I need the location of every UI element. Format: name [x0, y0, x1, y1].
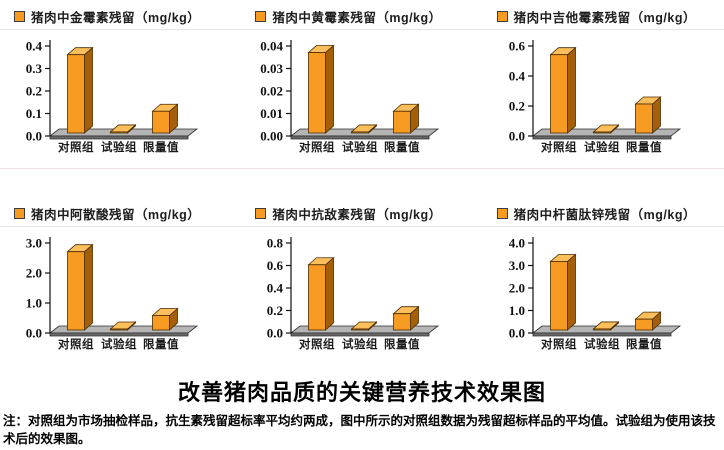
svg-text:0.04: 0.04 [261, 39, 284, 54]
svg-text:试验组: 试验组 [584, 337, 620, 351]
legend-swatch-icon [496, 11, 508, 22]
legend-chart-5: 猪肉中抗敌素残留（mg/kg） [241, 201, 482, 226]
legend-label: 猪肉中黄霉素残留（mg/kg） [272, 11, 442, 25]
svg-text:对照组: 对照组 [58, 140, 94, 154]
legend-label: 猪肉中吉他霉素残留（mg/kg） [513, 11, 696, 25]
legend-label: 猪肉中杆菌肽锌残留（mg/kg） [513, 208, 696, 222]
svg-text:0.6: 0.6 [508, 39, 525, 54]
bar-chart-svg: 0.4 0.3 0.2 0.1 0.0 对照组 试验组 限量值 [26, 39, 199, 154]
bar-chart-svg: 4.0 3.0 2.0 1.0 0.0 对照组 试验组 限量值 [508, 236, 681, 351]
legend-row-bottom: 猪肉中阿散酸残留（mg/kg） 猪肉中抗敌素残留（mg/kg） 猪肉中杆菌肽锌残… [0, 169, 724, 227]
bar-chart-3: 0.6 0.4 0.2 0.0 对照组 试验组 限量值 [483, 30, 711, 168]
legend-chart-4: 猪肉中阿散酸残留（mg/kg） [0, 201, 241, 226]
legend-swatch-icon [14, 11, 25, 22]
bar-chart-6: 4.0 3.0 2.0 1.0 0.0 对照组 试验组 限量值 [483, 227, 711, 365]
legend-chart-3: 猪肉中吉他霉素残留（mg/kg） [483, 4, 724, 29]
svg-text:2.0: 2.0 [26, 266, 42, 281]
figure-note: 注：对照组为市场抽检样品，抗生素残留超标率平均约两成，图中所示的对照组数据为残留… [3, 414, 716, 446]
svg-text:0.03: 0.03 [261, 61, 284, 76]
svg-text:限量值: 限量值 [626, 337, 662, 351]
svg-text:0.0: 0.0 [508, 129, 524, 144]
svg-text:0.2: 0.2 [26, 84, 42, 99]
svg-text:0.0: 0.0 [26, 326, 42, 341]
svg-text:试验组: 试验组 [584, 140, 620, 154]
svg-text:限量值: 限量值 [626, 140, 662, 154]
bar-chart-2: 0.04 0.03 0.02 0.01 0.00 对照组 试验组 限量值 [241, 30, 469, 168]
svg-text:对照组: 对照组 [541, 140, 577, 154]
legend-swatch-icon [255, 208, 267, 219]
svg-text:对照组: 对照组 [541, 337, 577, 351]
bar-chart-5: 0.8 0.6 0.4 0.2 0.0 对照组 试验组 限量值 [241, 227, 469, 365]
svg-text:0.2: 0.2 [267, 303, 283, 318]
svg-text:0.1: 0.1 [26, 106, 42, 121]
svg-text:0.8: 0.8 [267, 236, 284, 251]
legend-chart-6: 猪肉中杆菌肽锌残留（mg/kg） [483, 201, 724, 226]
svg-text:试验组: 试验组 [101, 140, 137, 154]
bar-chart-1: 0.4 0.3 0.2 0.1 0.0 对照组 试验组 限量值 [0, 30, 228, 168]
svg-text:4.0: 4.0 [508, 236, 524, 251]
svg-text:1.0: 1.0 [508, 303, 524, 318]
svg-text:0.00: 0.00 [261, 129, 284, 144]
legend-swatch-icon [255, 11, 267, 22]
svg-text:0.0: 0.0 [267, 326, 283, 341]
svg-text:对照组: 对照组 [299, 337, 335, 351]
svg-text:0.6: 0.6 [267, 258, 284, 273]
svg-text:对照组: 对照组 [299, 140, 335, 154]
legend-chart-2: 猪肉中黄霉素残留（mg/kg） [241, 4, 482, 29]
legend-chart-1: 猪肉中金霉素残留（mg/kg） [0, 4, 241, 29]
bar-chart-svg: 3.0 2.0 1.0 0.0 对照组 试验组 限量值 [26, 236, 199, 351]
svg-text:0.02: 0.02 [261, 84, 284, 99]
svg-text:试验组: 试验组 [342, 337, 378, 351]
svg-text:3.0: 3.0 [508, 258, 524, 273]
svg-text:0.0: 0.0 [26, 129, 42, 144]
svg-text:2.0: 2.0 [508, 281, 524, 296]
charts-row-bottom: 3.0 2.0 1.0 0.0 对照组 试验组 限量值 0.8 0.6 0.4 0.2 0.0 对照组… [0, 227, 724, 365]
legend-label: 猪肉中阿散酸残留（mg/kg） [31, 208, 201, 222]
legend-label: 猪肉中金霉素残留（mg/kg） [31, 11, 201, 25]
bar-chart-svg: 0.6 0.4 0.2 0.0 对照组 试验组 限量值 [508, 39, 681, 154]
svg-text:0.0: 0.0 [508, 326, 524, 341]
svg-text:1.0: 1.0 [26, 296, 42, 311]
svg-text:0.3: 0.3 [26, 61, 43, 76]
svg-text:0.4: 0.4 [267, 281, 284, 296]
bar-chart-svg: 0.8 0.6 0.4 0.2 0.0 对照组 试验组 限量值 [267, 236, 440, 351]
svg-text:限量值: 限量值 [384, 140, 420, 154]
legend-label: 猪肉中抗敌素残留（mg/kg） [272, 208, 442, 222]
bar-chart-4: 3.0 2.0 1.0 0.0 对照组 试验组 限量值 [0, 227, 228, 365]
bar-chart-svg: 0.04 0.03 0.02 0.01 0.00 对照组 试验组 限量值 [261, 39, 440, 154]
svg-text:限量值: 限量值 [143, 337, 179, 351]
svg-text:3.0: 3.0 [26, 236, 42, 251]
charts-row-top: 0.4 0.3 0.2 0.1 0.0 对照组 试验组 限量值 0.04 0.03 0.02 0.0… [0, 30, 724, 169]
legend-swatch-icon [496, 208, 508, 219]
svg-text:0.4: 0.4 [26, 39, 43, 54]
svg-text:0.2: 0.2 [508, 99, 524, 114]
legend-row-top: 猪肉中金霉素残留（mg/kg） 猪肉中黄霉素残留（mg/kg） 猪肉中吉他霉素残… [0, 0, 724, 30]
svg-text:限量值: 限量值 [384, 337, 420, 351]
svg-text:对照组: 对照组 [58, 337, 94, 351]
figure-title: 改善猪肉品质的关键营养技术效果图 [177, 380, 546, 405]
svg-text:0.4: 0.4 [508, 69, 525, 84]
legend-swatch-icon [14, 208, 25, 219]
svg-text:试验组: 试验组 [101, 337, 137, 351]
svg-text:试验组: 试验组 [342, 140, 378, 154]
svg-text:限量值: 限量值 [143, 140, 179, 154]
svg-text:0.01: 0.01 [261, 106, 284, 121]
